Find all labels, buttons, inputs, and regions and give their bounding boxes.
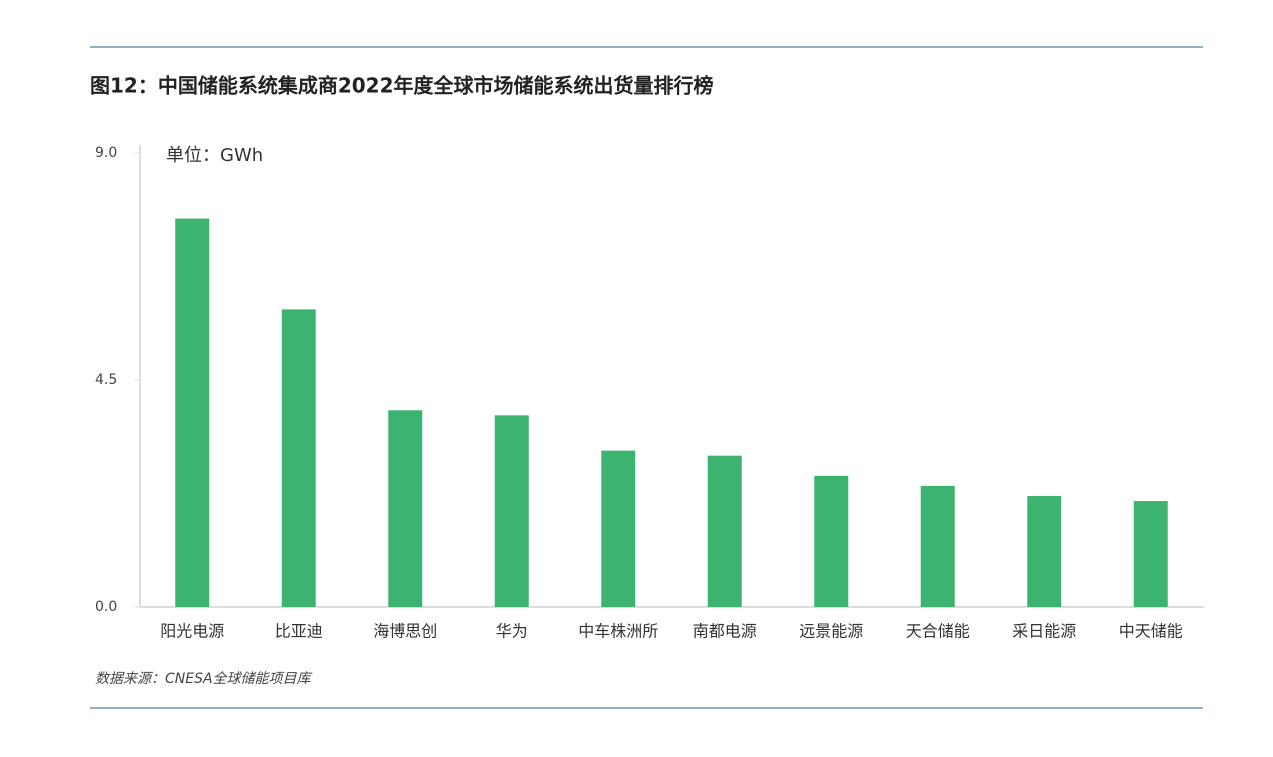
bar <box>1133 501 1168 607</box>
chart-title: 图12：中国储能系统集成商2022年度全球市场储能系统出货量排行榜 <box>90 74 714 98</box>
x-tick-label: 海博思创 <box>373 622 437 641</box>
x-tick-label: 天合储能 <box>906 622 970 641</box>
bar <box>281 309 316 607</box>
x-tick-label: 远景能源 <box>799 622 863 641</box>
bar <box>814 475 849 607</box>
x-tick-label: 比亚迪 <box>275 622 323 641</box>
x-tick-label: 华为 <box>496 622 528 641</box>
y-tick-label: 4.5 <box>95 372 117 388</box>
x-tick-label: 南都电源 <box>693 622 757 641</box>
x-tick-label: 中天储能 <box>1119 622 1183 641</box>
x-tick-label: 中车株洲所 <box>578 622 658 641</box>
bar <box>920 485 955 607</box>
y-tick-label: 0.0 <box>95 599 117 615</box>
x-tick-label: 阳光电源 <box>160 622 224 641</box>
unit-label: 单位：GWh <box>166 145 263 166</box>
bar <box>1027 496 1062 607</box>
y-tick-label: 9.0 <box>95 145 117 161</box>
source-note: 数据来源：CNESA全球储能项目库 <box>95 671 313 687</box>
bar <box>494 415 529 607</box>
bar <box>601 450 636 607</box>
bar <box>175 218 210 608</box>
bar <box>707 455 742 607</box>
x-tick-label: 采日能源 <box>1012 622 1076 641</box>
bar <box>388 410 423 607</box>
